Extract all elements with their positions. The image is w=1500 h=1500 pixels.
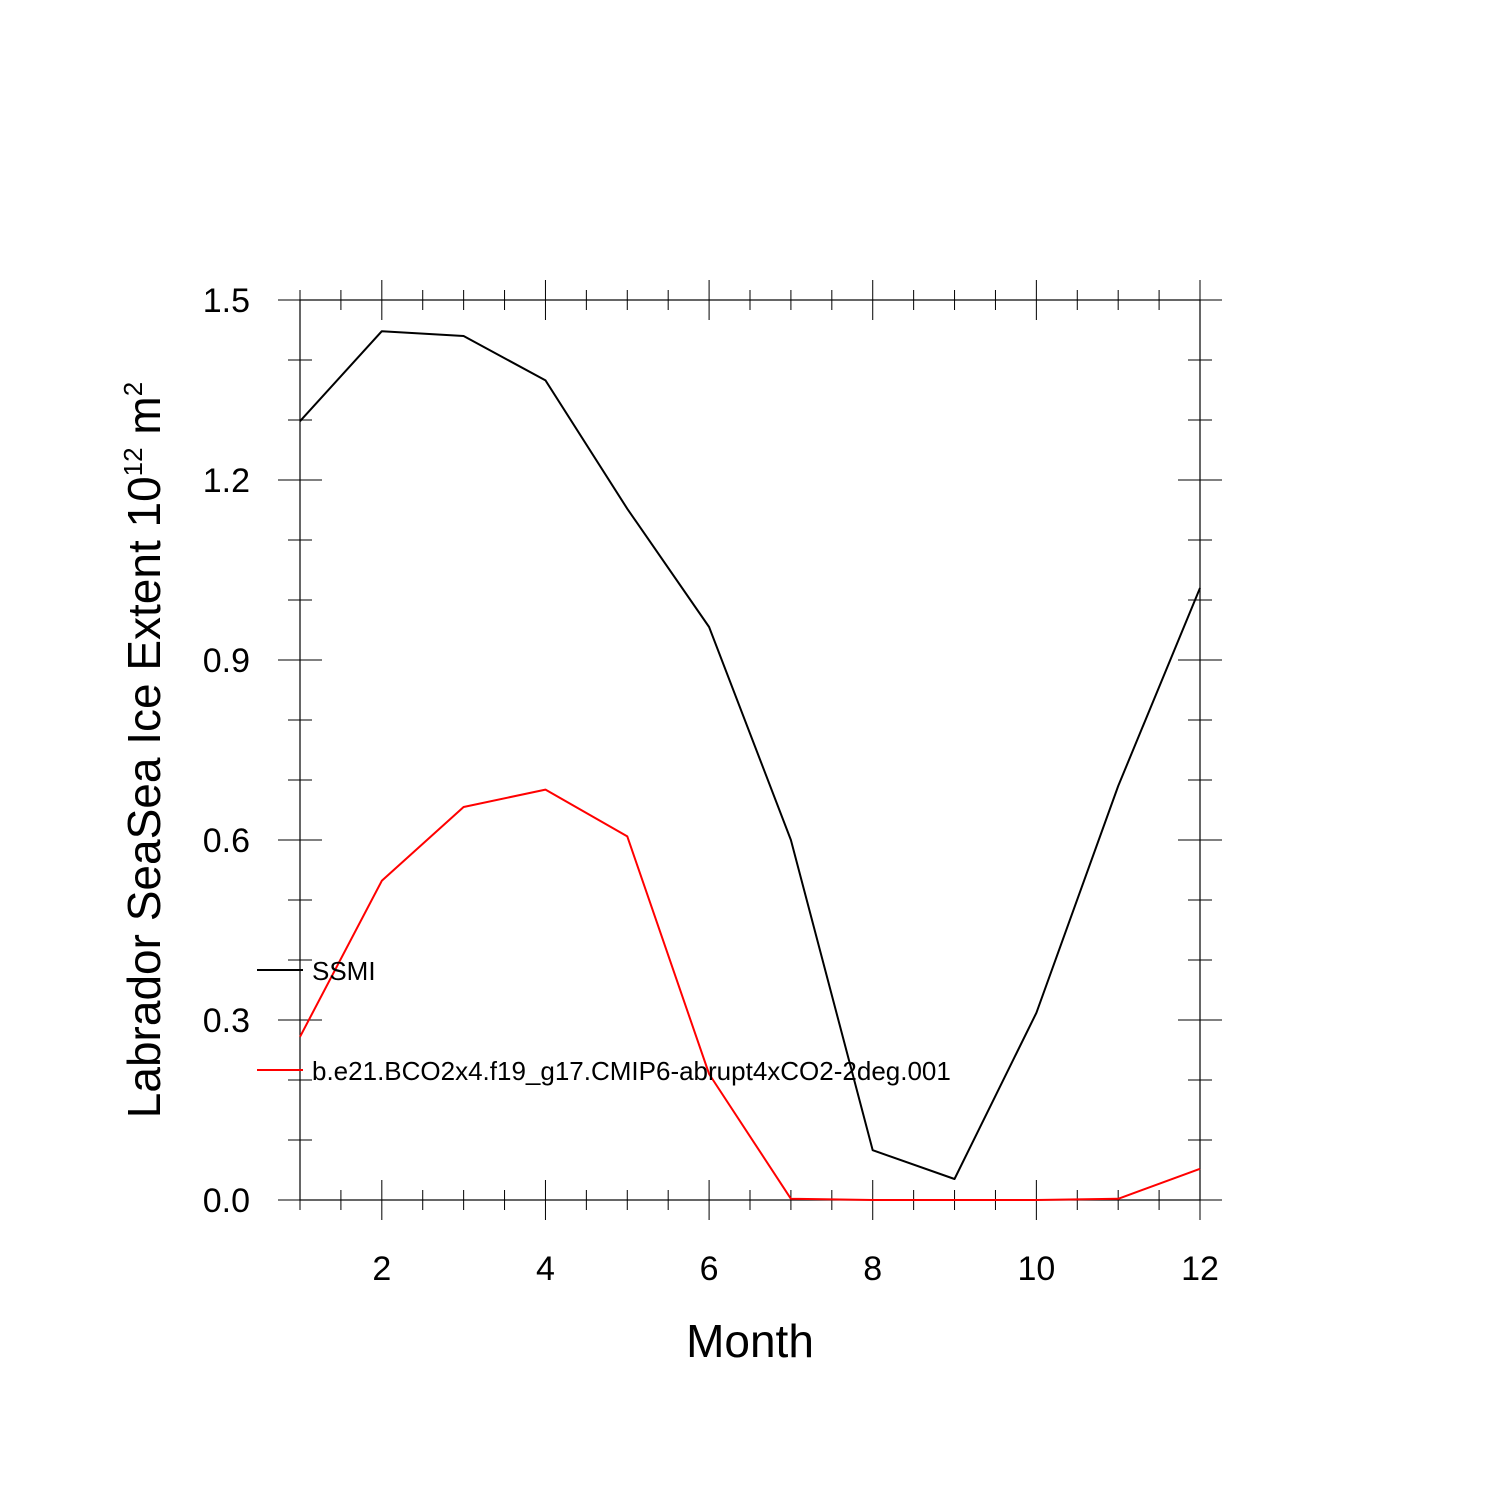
x-tick-label: 12 <box>1181 1250 1219 1288</box>
x-tick-label: 2 <box>372 1250 391 1288</box>
y-tick-label: 0.9 <box>203 642 250 680</box>
y-tick-label: 0.0 <box>203 1182 250 1220</box>
y-tick-label: 1.5 <box>203 282 250 320</box>
series-line-1 <box>299 788 1201 1201</box>
x-tick-label: 4 <box>536 1250 555 1288</box>
y-axis-title-unit-exponent: 2 <box>118 382 148 396</box>
legend-label-ssmi: SSMI <box>312 956 376 986</box>
legend: SSMI b.e21.BCO2x4.f19_g17.CMIP6-abrupt4x… <box>257 956 951 1086</box>
x-tick-label: 6 <box>700 1250 719 1288</box>
y-axis-title-exponent: 12 <box>118 447 148 476</box>
y-tick-label: 0.3 <box>203 1002 250 1040</box>
series-lines <box>299 330 1201 1201</box>
y-axis-title: Labrador SeaSea Ice Extent 1012 m2 <box>118 382 170 1118</box>
x-tick-label: 8 <box>863 1250 882 1288</box>
y-tick-labels: 0.0 0.3 0.6 0.9 1.2 1.5 <box>203 282 250 1220</box>
x-axis-title: Month <box>686 1315 814 1367</box>
x-tick-labels: 2 4 6 8 10 12 <box>372 1250 1219 1288</box>
legend-label-model: b.e21.BCO2x4.f19_g17.CMIP6-abrupt4xCO2-2… <box>312 1056 951 1086</box>
y-axis-title-unit: m <box>118 396 170 447</box>
y-tick-label: 0.6 <box>203 822 250 860</box>
y-tick-label: 1.2 <box>203 462 250 500</box>
y-axis-title-main: Labrador SeaSea Ice Extent 10 <box>118 476 170 1118</box>
series-line-0 <box>299 330 1201 1180</box>
x-tick-label: 10 <box>1017 1250 1055 1288</box>
